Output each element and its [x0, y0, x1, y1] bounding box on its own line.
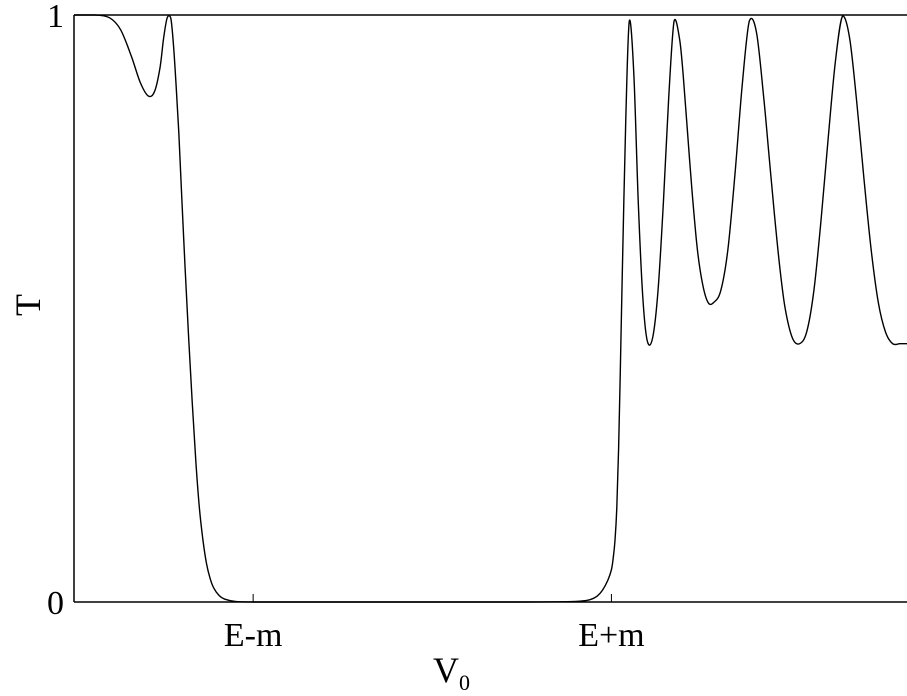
x-axis-label-group: V 0	[433, 650, 470, 695]
x-tick-label-1: E+m	[578, 617, 644, 654]
plot-frame	[73, 14, 907, 603]
y-tick-label-1: 1	[47, 0, 64, 35]
series-layer	[74, 14, 907, 603]
y-axis-label: T	[8, 294, 48, 316]
x-tick-label-0: E-m	[224, 617, 283, 654]
x-axis-label: V	[433, 650, 459, 690]
series-line-0	[74, 14, 907, 603]
y-tick-label-0: 0	[47, 585, 64, 622]
axis-ticks	[252, 594, 612, 602]
tick-labels: E-m E+m 0 1	[47, 0, 645, 654]
x-axis-label-subscript: 0	[459, 670, 470, 695]
